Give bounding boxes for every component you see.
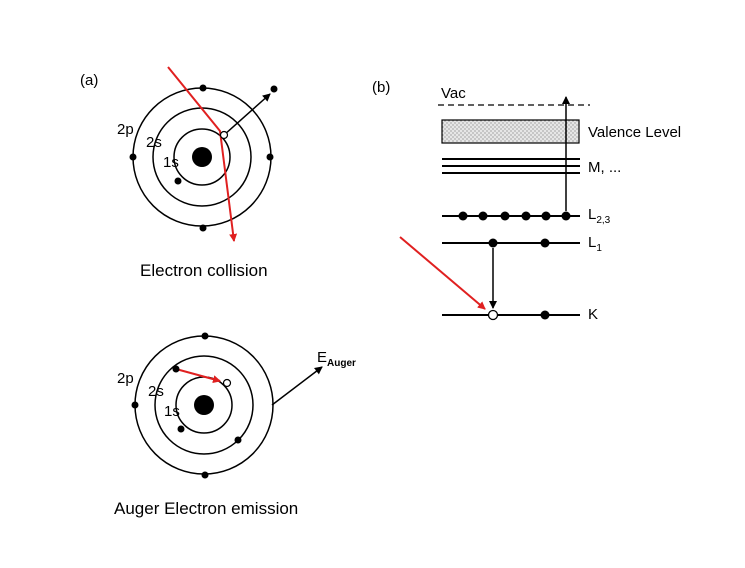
- electron: [458, 211, 468, 221]
- atom-collision: 2p 2s 1s: [117, 66, 278, 242]
- electron: [201, 471, 209, 479]
- m-shell-label: M, ...: [588, 159, 621, 176]
- auger-energy-label: EAuger: [317, 349, 356, 369]
- electron: [521, 211, 531, 221]
- electron: [129, 153, 137, 161]
- l23-label: L2,3: [588, 206, 611, 226]
- shell-1s-ring: [173, 128, 231, 186]
- k-label: K: [588, 306, 598, 323]
- auger-emission-arrow: [271, 366, 323, 406]
- electron: [561, 211, 571, 221]
- energy-level-diagram: Vac Valence Level M, ... L2,3 L1: [399, 85, 681, 323]
- shell-label-1s: 1s: [163, 154, 179, 171]
- nucleus: [192, 147, 212, 167]
- electron: [177, 425, 185, 433]
- electron: [201, 332, 209, 340]
- electron: [478, 211, 488, 221]
- incident-electron-arrow: [167, 66, 238, 242]
- shell-label-2s: 2s: [146, 134, 162, 151]
- valence-label: Valence Level: [588, 124, 681, 141]
- vacancy: [222, 378, 232, 388]
- electron: [234, 436, 242, 444]
- caption-collision: Electron collision: [140, 261, 268, 280]
- electron: [500, 211, 510, 221]
- electron: [488, 238, 498, 248]
- incident-electron-arrow: [399, 236, 486, 310]
- electron: [199, 84, 207, 92]
- electron: [131, 401, 139, 409]
- ejection-arrow: [223, 93, 271, 136]
- panel-b-label: (b): [372, 79, 390, 96]
- nucleus: [194, 395, 214, 415]
- atom-emission: 2p 2s 1s EAuger: [117, 332, 356, 479]
- shell-label-2p: 2p: [117, 121, 134, 138]
- vacancy: [219, 130, 229, 140]
- caption-emission: Auger Electron emission: [114, 499, 298, 518]
- vac-label: Vac: [441, 85, 466, 102]
- ejected-electron: [270, 85, 278, 93]
- l1-label: L1: [588, 234, 602, 254]
- transition-arrow: [175, 368, 221, 384]
- electron: [540, 310, 550, 320]
- shell-label-2p: 2p: [117, 370, 134, 387]
- electron: [199, 224, 207, 232]
- shell-label-2s: 2s: [148, 383, 164, 400]
- electron: [266, 153, 274, 161]
- electron: [174, 177, 182, 185]
- electron: [172, 365, 180, 373]
- panel-a-label: (a): [80, 72, 98, 89]
- shell-2s-ring: [154, 355, 254, 455]
- electron: [541, 211, 551, 221]
- electron: [540, 238, 550, 248]
- k-vacancy: [487, 309, 499, 321]
- shell-label-1s: 1s: [164, 403, 180, 420]
- valence-band: [441, 119, 580, 144]
